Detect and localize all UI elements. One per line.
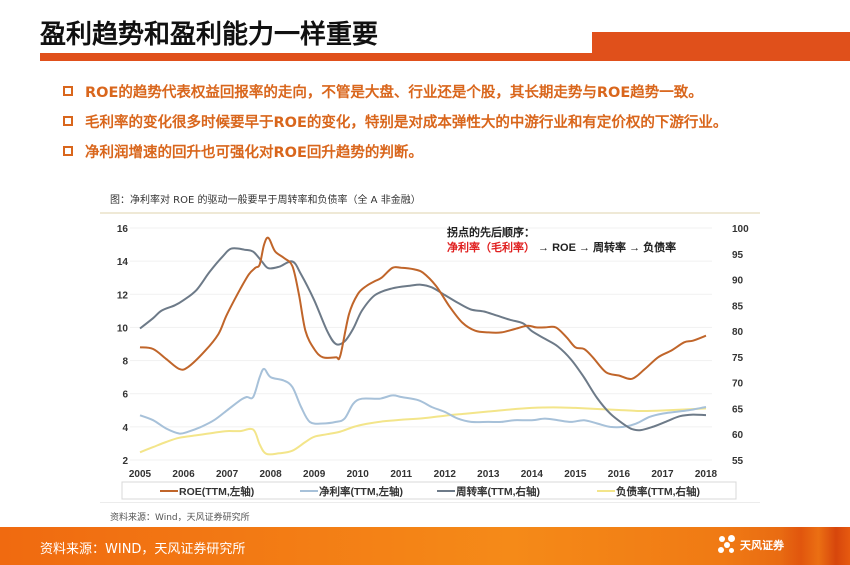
left-tick-label: 4: [122, 423, 128, 434]
square-bullet-icon: [63, 116, 73, 126]
logo-text: 天风证券: [740, 539, 784, 552]
x-tick-label: 2015: [564, 469, 587, 480]
right-tick-label: 80: [732, 327, 744, 338]
right-tick-label: 75: [732, 353, 744, 364]
series-lines: [139, 236, 707, 456]
right-tick-label: 55: [732, 456, 744, 467]
series-line-1: [139, 367, 707, 435]
legend-box: [121, 481, 737, 500]
caption-divider: [100, 212, 760, 214]
title-accent-tab: [592, 32, 850, 61]
footer-source: 资料来源：WIND，天风证券研究所: [40, 542, 246, 557]
x-tick-label: 2017: [651, 469, 674, 480]
company-logo: 天风证券: [718, 535, 784, 555]
legend-label: ROE(TTM,左轴): [179, 485, 254, 498]
x-axis-ticks: 2005 2006 2007 2008 2009 2010 2011 2012 2013 2014…: [129, 469, 718, 480]
chart-figure: 图：净利率对 ROE 的驱动一般要早于周转率和负债率（全 A 非金融） 2 4 6 8…: [100, 185, 760, 525]
right-tick-label: 100: [732, 224, 749, 235]
bullet-text: 毛利率的变化很多时候要早于ROE的变化，特别是对成本弹性大的中游行业和有定价权的…: [85, 114, 728, 131]
left-tick-label: 12: [117, 290, 129, 301]
left-tick-label: 14: [117, 257, 129, 268]
legend-label: 周转率(TTM,右轴): [456, 485, 540, 498]
left-tick-label: 10: [117, 323, 129, 334]
left-tick-label: 6: [122, 390, 128, 401]
bullet-text: ROE的趋势代表权益回报率的走向，不管是大盘、行业还是个股，其长期走势与ROE趋…: [85, 84, 703, 101]
footer-bar: 资料来源：WIND，天风证券研究所 天风证券: [0, 527, 850, 565]
footer-decoration: [780, 527, 850, 565]
x-tick-label: 2009: [303, 469, 326, 480]
bullet-text: 净利润增速的回升也可强化对ROE回升趋势的判断。: [85, 144, 423, 161]
right-tick-label: 85: [732, 301, 744, 312]
annotation-highlight: 净利率（毛利率）: [447, 240, 535, 254]
legend-label: 净利率(TTM,左轴): [319, 485, 403, 498]
x-tick-label: 2006: [172, 469, 195, 480]
square-bullet-icon: [63, 86, 73, 96]
annotation-sequence: → ROE → 周转率 → 负债率: [535, 240, 676, 254]
right-tick-label: 90: [732, 276, 744, 287]
x-tick-label: 2016: [608, 469, 631, 480]
bullet-list: ROE的趋势代表权益回报率的走向，不管是大盘、行业还是个股，其长期走势与ROE趋…: [63, 76, 727, 166]
right-tick-label: 65: [732, 404, 744, 415]
series-line-0: [139, 236, 707, 381]
chart-caption: 图：净利率对 ROE 的驱动一般要早于周转率和负债率（全 A 非金融）: [110, 195, 421, 206]
x-tick-label: 2008: [259, 469, 282, 480]
right-tick-label: 60: [732, 430, 744, 441]
source-divider: [100, 502, 760, 503]
annotation-line1: 拐点的先后顺序：: [447, 225, 535, 239]
x-tick-label: 2014: [521, 469, 544, 480]
legend-label: 负债率(TTM,右轴): [616, 485, 700, 498]
series-line-3: [139, 406, 707, 456]
left-tick-label: 2: [122, 456, 128, 467]
x-tick-label: 2007: [216, 469, 239, 480]
x-tick-label: 2012: [434, 469, 457, 480]
series-line-2: [139, 247, 707, 432]
bullet-item: 毛利率的变化很多时候要早于ROE的变化，特别是对成本弹性大的中游行业和有定价权的…: [63, 106, 727, 136]
gridlines: [130, 227, 712, 461]
left-tick-label: 8: [122, 357, 128, 368]
bullet-item: 净利润增速的回升也可强化对ROE回升趋势的判断。: [63, 136, 727, 166]
title-underline: [40, 53, 850, 61]
x-tick-label: 2013: [477, 469, 500, 480]
x-tick-label: 2010: [347, 469, 370, 480]
page-title: 盈利趋势和盈利能力一样重要: [40, 20, 379, 50]
x-tick-label: 2018: [695, 469, 718, 480]
figure-source: 资料来源：Wind，天风证券研究所: [110, 513, 250, 523]
x-tick-label: 2005: [129, 469, 152, 480]
annotation-line2: 净利率（毛利率） → ROE → 周转率 → 负债率: [447, 240, 676, 254]
chart-legend: ROE(TTM,左轴) 净利率(TTM,左轴) 周转率(TTM,右轴) 负债率(TTM…: [121, 481, 737, 500]
right-tick-label: 95: [732, 250, 744, 261]
logo-flower-icon: [718, 535, 736, 555]
left-tick-label: 16: [117, 224, 129, 235]
square-bullet-icon: [63, 146, 73, 156]
bullet-item: ROE的趋势代表权益回报率的走向，不管是大盘、行业还是个股，其长期走势与ROE趋…: [63, 76, 727, 106]
left-axis-ticks: 2 4 6 8 10 12 14 16: [117, 224, 129, 467]
right-axis-ticks: 55 60 65 70 75 80 85 90 95 100: [732, 224, 749, 467]
x-tick-label: 2011: [390, 469, 412, 480]
right-tick-label: 70: [732, 379, 744, 390]
